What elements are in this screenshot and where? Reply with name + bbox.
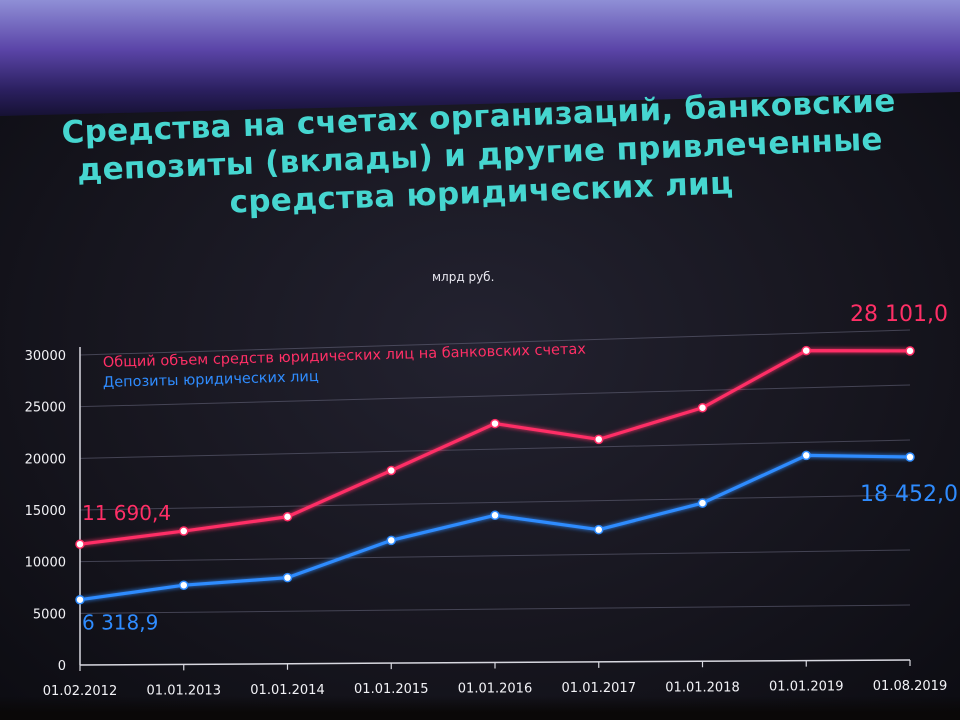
x-tick-label: 01.01.2019 xyxy=(769,680,843,695)
grid-line xyxy=(79,439,911,459)
y-tick-label: 30000 xyxy=(25,349,66,364)
data-point xyxy=(75,594,85,605)
total-start-label: 11 690,4 xyxy=(82,501,171,525)
data-point xyxy=(905,452,915,462)
x-tick-label: 01.01.2014 xyxy=(250,683,324,698)
data-point xyxy=(386,535,396,546)
deposits-end-label: 18 452,0 xyxy=(860,482,958,507)
x-tick-label: 01.01.2018 xyxy=(665,680,739,695)
data-point xyxy=(490,418,500,429)
y-tick-label: 25000 xyxy=(25,401,66,416)
data-point xyxy=(594,434,604,445)
x-tick-label: 01.01.2017 xyxy=(562,681,636,696)
y-tick-label: 15000 xyxy=(25,504,66,519)
data-point xyxy=(697,498,708,508)
data-point xyxy=(75,539,85,549)
grid-lines xyxy=(79,329,911,614)
grid-line xyxy=(79,549,911,563)
y-tick-label: 0 xyxy=(58,659,66,674)
grid-line xyxy=(79,494,911,511)
data-point xyxy=(905,346,915,356)
y-tick-label: 20000 xyxy=(25,452,66,467)
data-point xyxy=(179,580,189,590)
grid-line xyxy=(79,384,911,408)
data-point xyxy=(697,403,708,413)
data-point xyxy=(801,450,811,461)
total-end-label: 28 101,0 xyxy=(850,302,948,327)
axes: 0 5000 10000 15000 20000 25000 30000 01.02.2012… xyxy=(25,347,947,699)
audience-foreground xyxy=(0,696,960,720)
x-tick-label: 01.08.2019 xyxy=(873,679,947,694)
unit-label: млрд руб. xyxy=(432,270,495,284)
data-point xyxy=(801,345,811,356)
data-point xyxy=(282,572,293,583)
presentation-screen xyxy=(0,92,960,720)
series xyxy=(75,345,915,605)
grid-line xyxy=(79,604,911,614)
data-point xyxy=(594,524,604,535)
data-point xyxy=(490,510,500,521)
legend-entry: Депозиты юридических лиц xyxy=(103,369,319,391)
deposits-start-label: 6 318,9 xyxy=(82,611,158,635)
data-point xyxy=(179,526,189,536)
legend-entry: Общий объем средств юридических лиц на б… xyxy=(103,342,587,371)
y-tick-label: 5000 xyxy=(33,607,66,622)
y-tick-label: 10000 xyxy=(25,556,66,571)
x-tick-label: 01.01.2013 xyxy=(147,683,221,698)
x-tick-label: 01.01.2016 xyxy=(458,682,532,697)
grid-line xyxy=(79,329,911,356)
x-tick-label: 01.01.2015 xyxy=(354,682,428,697)
x-tick-label: 01.02.2012 xyxy=(43,684,117,699)
data-point xyxy=(282,512,293,522)
data-point xyxy=(386,465,396,476)
